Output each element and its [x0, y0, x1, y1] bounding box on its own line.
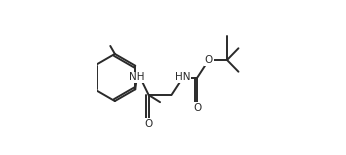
Text: O: O — [193, 103, 201, 113]
Text: NH: NH — [129, 73, 145, 82]
Text: O: O — [145, 119, 153, 129]
Text: HN: HN — [175, 73, 191, 82]
Text: O: O — [204, 55, 213, 65]
